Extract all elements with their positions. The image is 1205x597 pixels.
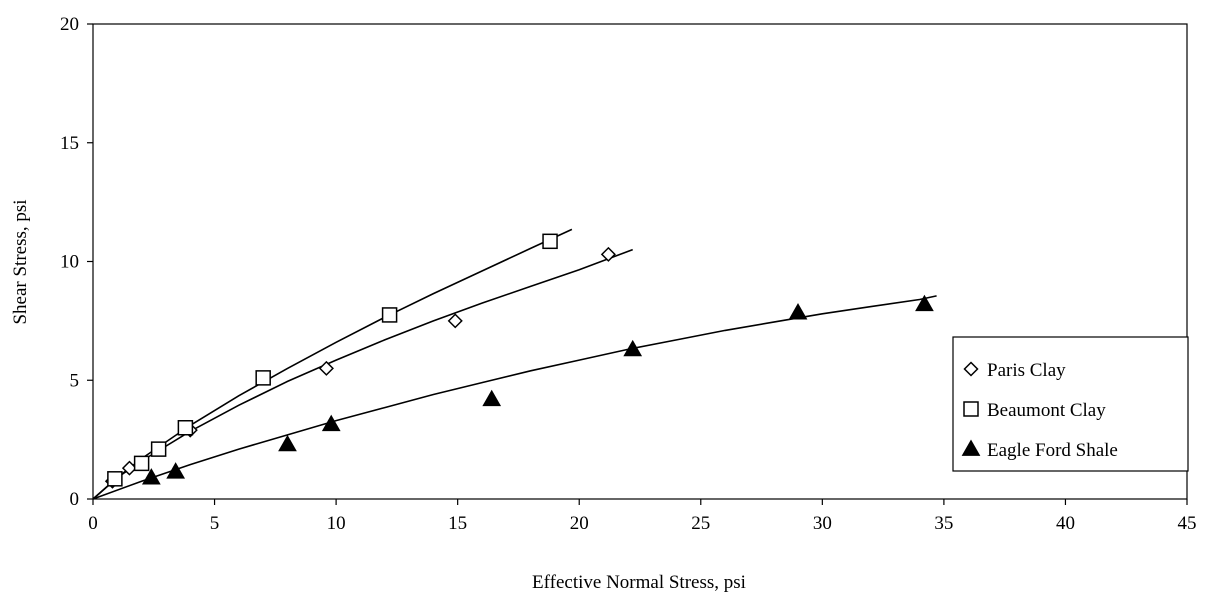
x-tick-label: 20 [570, 513, 589, 534]
x-tick-label: 30 [813, 513, 832, 534]
y-tick-label: 15 [60, 133, 79, 154]
x-axis-title: Effective Normal Stress, psi [532, 572, 746, 593]
data-point-paris-clay [447, 313, 463, 329]
trendline-eagle-ford-shale [92, 295, 937, 500]
data-point-beaumont-clay [133, 455, 150, 472]
data-point-eagle-ford-shale [482, 389, 502, 407]
data-point-beaumont-clay [107, 471, 123, 487]
data-point-paris-clay [121, 460, 138, 476]
x-tick-label: 25 [691, 513, 710, 534]
x-tick-label: 0 [88, 513, 98, 534]
data-point-paris-clay [318, 360, 334, 376]
data-point-eagle-ford-shale [166, 462, 186, 479]
data-point-paris-clay [600, 246, 616, 262]
data-point-eagle-ford-shale [623, 339, 643, 357]
plot-area: 0 5 10 15 20 25 30 35 40 45 0 5 10 15 20 [60, 14, 1197, 534]
data-point-beaumont-clay [150, 441, 167, 457]
x-tick-label: 5 [210, 513, 220, 534]
legend-label-eagle-ford-shale: Eagle Ford Shale [987, 440, 1118, 461]
legend-label-beaumont-clay: Beaumont Clay [987, 400, 1106, 421]
y-tick-label: 20 [60, 14, 79, 35]
x-tick-label: 35 [934, 513, 953, 534]
x-tick-label: 10 [327, 513, 346, 534]
legend-box [952, 336, 1189, 472]
data-point-eagle-ford-shale [915, 294, 934, 312]
y-tick-label: 5 [70, 370, 80, 391]
y-tick-label: 0 [70, 489, 80, 510]
data-point-beaumont-clay [255, 370, 271, 386]
legend-marker-paris-clay [963, 361, 979, 377]
data-point-eagle-ford-shale [278, 434, 297, 452]
legend-marker-beaumont-clay [963, 401, 979, 417]
trendline-beaumont-clay [92, 228, 573, 500]
legend-label-paris-clay: Paris Clay [987, 360, 1066, 381]
x-tick-label: 40 [1056, 513, 1075, 534]
legend: Paris Clay Beaumont Clay Eagle Ford Shale [952, 336, 1189, 472]
data-point-eagle-ford-shale [141, 468, 161, 485]
trendline-paris-clay [92, 248, 633, 500]
y-axis-title: Shear Stress, psi [10, 199, 31, 324]
data-point-beaumont-clay [177, 420, 194, 436]
data-point-beaumont-clay [381, 307, 398, 323]
data-point-eagle-ford-shale [788, 303, 808, 320]
legend-marker-eagle-ford-shale [961, 439, 981, 456]
data-point-beaumont-clay [542, 233, 558, 250]
x-tick-label: 15 [448, 513, 467, 534]
data-point-eagle-ford-shale [321, 414, 341, 432]
x-tick-label: 45 [1178, 513, 1197, 534]
y-tick-label: 10 [60, 252, 79, 273]
